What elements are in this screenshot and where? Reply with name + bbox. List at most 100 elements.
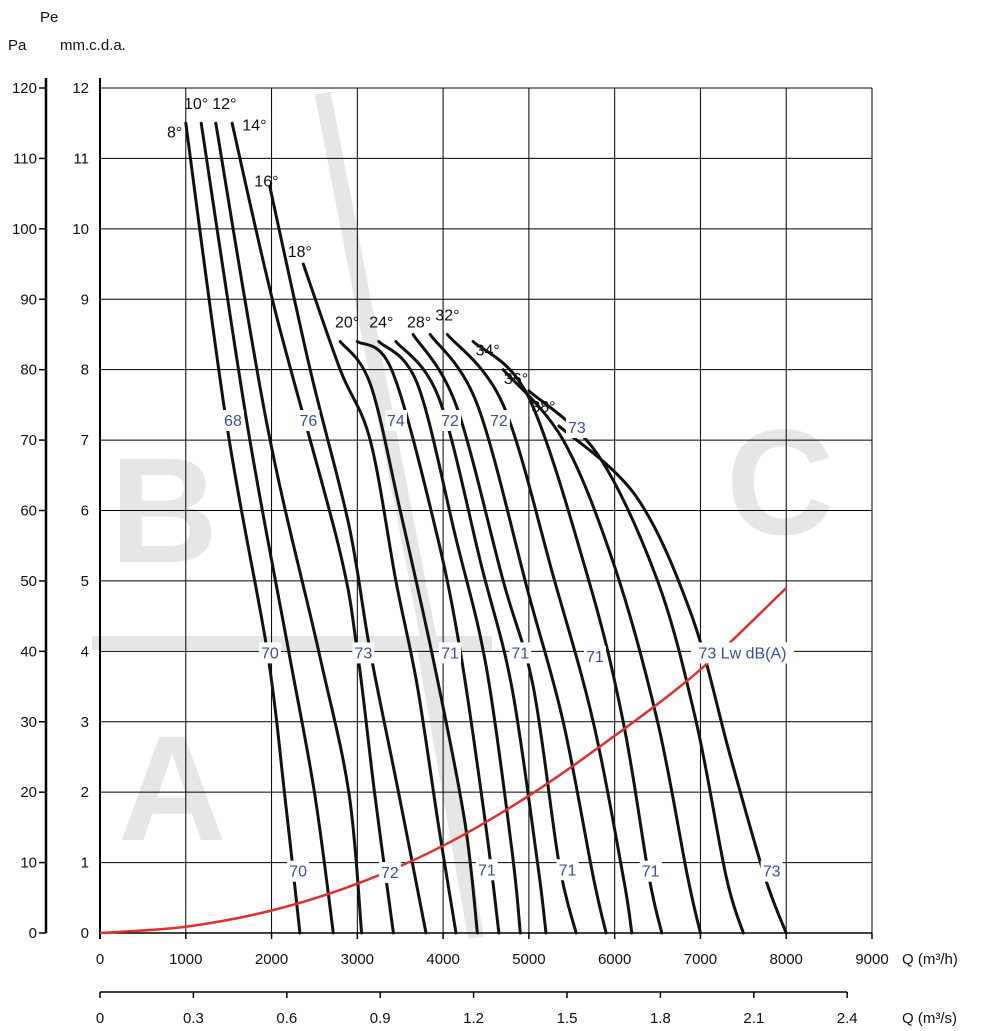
lw-label-bg (221, 410, 244, 431)
mm-tick-label: 6 (81, 503, 89, 520)
mm-tick-label: 1 (81, 855, 89, 872)
lw-label: 74 (384, 410, 407, 431)
m3h-tick-label: 9000 (855, 951, 888, 968)
mm-tick-label: 3 (81, 714, 89, 731)
angle-label: 24° (369, 314, 393, 331)
lw-label-bg (378, 862, 401, 884)
lw-label: 71 (475, 859, 498, 881)
m3h-tick-label: 8000 (770, 951, 803, 968)
mm-tick-label: 5 (81, 573, 89, 590)
m3s-tick-label: 2.4 (837, 1010, 858, 1027)
lw-label-bg (760, 860, 783, 882)
lw-label-text: 71 (642, 864, 660, 881)
lw-label-text: 71 (559, 862, 577, 879)
angle-label: 32° (435, 307, 459, 324)
lw-label: 72 (378, 862, 401, 884)
lw-label-bg (438, 410, 461, 431)
angle-label: 12° (212, 96, 236, 113)
system-curve-group (99, 587, 788, 935)
fan-curve (230, 121, 395, 935)
lw-label: 71 (639, 860, 662, 882)
fan-curves (184, 121, 788, 935)
zone-letter-a: A (118, 704, 226, 872)
m3s-tick-label: 1.2 (463, 1010, 484, 1027)
fan-curve (527, 389, 745, 935)
lw-label-bg (438, 642, 461, 664)
pa-unit-label: Pa (8, 37, 27, 54)
zone-letter-c: C (726, 398, 834, 566)
m3s-tick-label: 0.9 (370, 1010, 391, 1027)
lw-label-text: 73 (763, 864, 781, 881)
lw-label-bg (509, 642, 532, 664)
mm-tick-label: 4 (81, 643, 89, 660)
mm-tick-label: 11 (73, 150, 89, 167)
lw-label-text: 71 (478, 862, 496, 879)
angle-label: 16° (254, 174, 278, 191)
fan-curve (301, 262, 458, 935)
lw-label-text: 70 (289, 864, 307, 881)
zone-divider-horizontal (92, 636, 492, 650)
lw-label-text: 72 (441, 413, 459, 430)
lw-label: 73 (352, 642, 375, 664)
m3h-axis-label: Q (m³/h) (902, 951, 958, 968)
lw-label-text: 73 (354, 645, 372, 662)
angle-label: 20° (335, 314, 359, 331)
mm-tick-label: 12 (72, 80, 89, 97)
m3h-tick-label: 7000 (684, 951, 717, 968)
pa-tick-label: 120 (12, 80, 37, 97)
m3h-tick-label: 0 (96, 951, 104, 968)
m3s-tick-label: 0.6 (276, 1010, 297, 1027)
m3s-axis-label: Q (m³/s) (902, 1010, 957, 1027)
zone-divider-diagonal (314, 91, 438, 645)
pa-tick-label: 40 (20, 643, 37, 660)
lw-label-text: 73 Lw dB(A) (698, 645, 786, 662)
system-curve (99, 587, 788, 935)
fan-curve (501, 368, 702, 935)
lw-label-text: 71 (441, 645, 459, 662)
lw-label: 71 (438, 642, 461, 664)
m3h-tick-label: 2000 (255, 951, 288, 968)
m3h-tick-label: 6000 (598, 951, 631, 968)
lw-label-bg (352, 642, 375, 664)
pa-tick-label: 90 (20, 291, 37, 308)
mm-tick-label: 9 (81, 291, 89, 308)
angle-label: 38° (531, 399, 555, 416)
lw-label-text: 72 (490, 413, 508, 430)
lw-label-bg (556, 859, 579, 881)
lw-label-text: 71 (586, 649, 604, 666)
pa-tick-label: 20 (20, 784, 37, 801)
lw-label-text: 70 (261, 645, 279, 662)
fan-curve (184, 121, 302, 935)
pa-tick-label: 60 (20, 503, 37, 520)
lw-label-bg (384, 410, 407, 431)
lw-label: 72 (438, 410, 461, 431)
mm-tick-label: 0 (81, 925, 89, 942)
angle-labels: 8°10° 12° 14° 16° 18° 20° 24° 28° 32° 34°36°38° (167, 96, 556, 416)
pa-tick-label: 110 (13, 150, 37, 167)
angle-label: 28° (407, 314, 431, 331)
lw-label-bg (639, 860, 662, 882)
fan-curve (394, 340, 548, 935)
pa-tick-label: 50 (20, 573, 37, 590)
lw-label: 70 (287, 860, 310, 882)
pa-tick-label: 70 (20, 432, 37, 449)
lw-label-bg (258, 642, 281, 664)
pa-tick-label: 0 (29, 925, 37, 942)
fan-curve (377, 340, 522, 935)
lw-label-bg (690, 642, 794, 664)
lw-label: 70 (258, 642, 281, 664)
mm-unit-label: mm.c.d.a. (60, 37, 126, 54)
lw-label-bg (297, 410, 320, 431)
m3s-tick-label: 2.1 (743, 1010, 764, 1027)
m3h-tick-label: 5000 (512, 951, 545, 968)
fan-curve (355, 340, 501, 935)
lw-label-text: 73 (568, 420, 586, 437)
fan-curve (445, 333, 634, 935)
lw-label: 76 (297, 410, 320, 431)
lw-labels: 68 76 74 72 72 73 70 73 71 71 71 73 Lw dB(A) 70 72 71 7… (221, 410, 794, 884)
lw-label-text: 76 (300, 413, 318, 430)
lw-label-bg (287, 860, 310, 882)
m3h-tick-label: 3000 (341, 951, 374, 968)
lw-label-text: 71 (511, 645, 529, 662)
